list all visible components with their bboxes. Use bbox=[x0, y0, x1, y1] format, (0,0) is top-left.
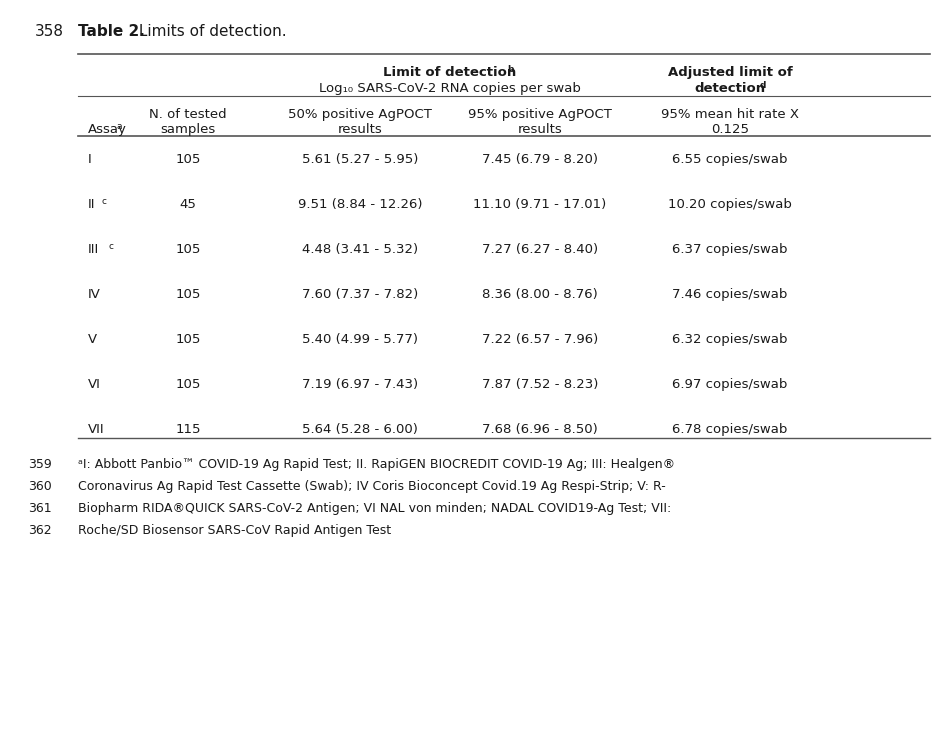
Text: I: I bbox=[88, 153, 92, 166]
Text: 5.61 (5.27 - 5.95): 5.61 (5.27 - 5.95) bbox=[301, 153, 418, 166]
Text: II: II bbox=[88, 198, 96, 211]
Text: 10.20 copies/swab: 10.20 copies/swab bbox=[668, 198, 792, 211]
Text: V: V bbox=[88, 333, 97, 346]
Text: 4.48 (3.41 - 5.32): 4.48 (3.41 - 5.32) bbox=[301, 243, 418, 256]
Text: b: b bbox=[507, 65, 514, 74]
Text: 6.78 copies/swab: 6.78 copies/swab bbox=[672, 423, 788, 436]
Text: 7.27 (6.27 - 8.40): 7.27 (6.27 - 8.40) bbox=[482, 243, 598, 256]
Text: samples: samples bbox=[160, 123, 215, 136]
Text: 45: 45 bbox=[179, 198, 196, 211]
Text: d: d bbox=[760, 81, 766, 90]
Text: 361: 361 bbox=[28, 502, 51, 515]
Text: 105: 105 bbox=[175, 378, 201, 391]
Text: 0.125: 0.125 bbox=[711, 123, 749, 136]
Text: 6.32 copies/swab: 6.32 copies/swab bbox=[672, 333, 788, 346]
Text: Biopharm RIDA®QUICK SARS-CoV-2 Antigen; VI NAL von minden; NADAL COVID19-Ag Test: Biopharm RIDA®QUICK SARS-CoV-2 Antigen; … bbox=[78, 502, 671, 515]
Text: 7.45 (6.79 - 8.20): 7.45 (6.79 - 8.20) bbox=[482, 153, 598, 166]
Text: 6.37 copies/swab: 6.37 copies/swab bbox=[672, 243, 788, 256]
Text: 7.19 (6.97 - 7.43): 7.19 (6.97 - 7.43) bbox=[301, 378, 418, 391]
Text: 360: 360 bbox=[28, 480, 52, 493]
Text: c: c bbox=[102, 197, 107, 206]
Text: 9.51 (8.84 - 12.26): 9.51 (8.84 - 12.26) bbox=[298, 198, 422, 211]
Text: 95% mean hit rate X: 95% mean hit rate X bbox=[661, 108, 799, 121]
Text: Limit of detection: Limit of detection bbox=[383, 66, 517, 79]
Text: Log₁₀ SARS-CoV-2 RNA copies per swab: Log₁₀ SARS-CoV-2 RNA copies per swab bbox=[319, 82, 581, 95]
Text: 105: 105 bbox=[175, 243, 201, 256]
Text: 359: 359 bbox=[28, 458, 52, 471]
Text: ᵃI: Abbott Panbio™ COVID-19 Ag Rapid Test; II. RapiGEN BIOCREDIT COVID-19 Ag; II: ᵃI: Abbott Panbio™ COVID-19 Ag Rapid Tes… bbox=[78, 458, 675, 471]
Text: 7.68 (6.96 - 8.50): 7.68 (6.96 - 8.50) bbox=[483, 423, 598, 436]
Text: N. of tested: N. of tested bbox=[149, 108, 227, 121]
Text: VII: VII bbox=[88, 423, 104, 436]
Text: Limits of detection.: Limits of detection. bbox=[134, 24, 286, 39]
Text: 105: 105 bbox=[175, 153, 201, 166]
Text: 50% positive AgPOCT: 50% positive AgPOCT bbox=[288, 108, 432, 121]
Text: 8.36 (8.00 - 8.76): 8.36 (8.00 - 8.76) bbox=[483, 288, 598, 301]
Text: 6.55 copies/swab: 6.55 copies/swab bbox=[672, 153, 788, 166]
Text: results: results bbox=[337, 123, 382, 136]
Text: Adjusted limit of: Adjusted limit of bbox=[667, 66, 793, 79]
Text: 7.60 (7.37 - 7.82): 7.60 (7.37 - 7.82) bbox=[301, 288, 418, 301]
Text: 7.87 (7.52 - 8.23): 7.87 (7.52 - 8.23) bbox=[482, 378, 598, 391]
Text: 358: 358 bbox=[35, 24, 64, 39]
Text: Roche/SD Biosensor SARS-CoV Rapid Antigen Test: Roche/SD Biosensor SARS-CoV Rapid Antige… bbox=[78, 524, 392, 537]
Text: a: a bbox=[117, 122, 122, 131]
Text: 5.64 (5.28 - 6.00): 5.64 (5.28 - 6.00) bbox=[302, 423, 418, 436]
Text: Coronavirus Ag Rapid Test Cassette (Swab); IV Coris Bioconcept Covid.19 Ag Respi: Coronavirus Ag Rapid Test Cassette (Swab… bbox=[78, 480, 665, 493]
Text: 7.46 copies/swab: 7.46 copies/swab bbox=[672, 288, 788, 301]
Text: 5.40 (4.99 - 5.77): 5.40 (4.99 - 5.77) bbox=[302, 333, 418, 346]
Text: c: c bbox=[109, 242, 114, 251]
Text: 105: 105 bbox=[175, 333, 201, 346]
Text: 11.10 (9.71 - 17.01): 11.10 (9.71 - 17.01) bbox=[473, 198, 607, 211]
Text: 105: 105 bbox=[175, 288, 201, 301]
Text: 95% positive AgPOCT: 95% positive AgPOCT bbox=[468, 108, 612, 121]
Text: 115: 115 bbox=[175, 423, 201, 436]
Text: 7.22 (6.57 - 7.96): 7.22 (6.57 - 7.96) bbox=[482, 333, 598, 346]
Text: detection: detection bbox=[695, 82, 766, 95]
Text: IV: IV bbox=[88, 288, 100, 301]
Text: 362: 362 bbox=[28, 524, 51, 537]
Text: 6.97 copies/swab: 6.97 copies/swab bbox=[672, 378, 788, 391]
Text: Table 2.: Table 2. bbox=[78, 24, 145, 39]
Text: results: results bbox=[518, 123, 562, 136]
Text: Assay: Assay bbox=[88, 123, 127, 136]
Text: VI: VI bbox=[88, 378, 100, 391]
Text: III: III bbox=[88, 243, 100, 256]
